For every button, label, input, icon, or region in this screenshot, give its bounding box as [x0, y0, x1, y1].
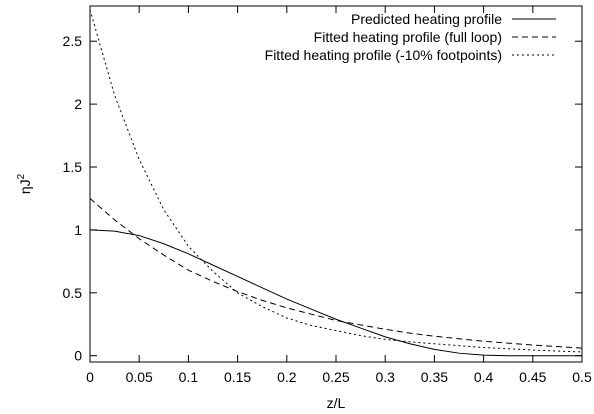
- legend-label: Fitted heating profile (full loop): [314, 29, 502, 45]
- tick-layer: 0 0.05 0.1 0.15 0.2 0.25 0.3 0.35 0.4 0.45 0.5 0 0.5…: [63, 6, 592, 385]
- x-tick-label: 0.35: [421, 369, 448, 385]
- legend-label: Fitted heating profile (-10% footpoints): [265, 47, 502, 63]
- x-tick-label: 0.4: [474, 369, 494, 385]
- x-tick-label: 0.05: [126, 369, 153, 385]
- plot-frame: [89, 5, 583, 363]
- x-tick-label: 0.25: [322, 369, 349, 385]
- y-axis-title: ηJ2: [16, 173, 33, 194]
- x-tick-label: 0.1: [179, 369, 199, 385]
- series-line-dotted: [89, 9, 583, 353]
- x-tick-label: 0.2: [277, 369, 297, 385]
- y-tick-label: 1.5: [63, 159, 83, 175]
- y-tick-label: 0: [74, 348, 82, 364]
- x-tick-label: 0.5: [572, 369, 592, 385]
- legend-label: Predicted heating profile: [351, 11, 502, 27]
- series-line-solid: [89, 229, 582, 357]
- x-tick-label: 0.45: [519, 369, 546, 385]
- y-tick-label: 2: [74, 96, 82, 112]
- y-tick-label: 0.5: [63, 285, 83, 301]
- legend: Predicted heating profile Fitted heating …: [265, 11, 556, 63]
- x-tick-label: 0.15: [224, 369, 251, 385]
- y-axis-title-superscript: 2: [16, 173, 27, 179]
- x-tick-label: 0: [86, 369, 94, 385]
- series-line-dashed: [89, 198, 583, 349]
- y-tick-label: 2.5: [63, 33, 83, 49]
- y-axis-title-base: ηJ: [17, 179, 33, 194]
- y-tick-label: 1: [74, 222, 82, 238]
- x-axis-title: z/L: [327, 395, 346, 411]
- x-tick-label: 0.3: [375, 369, 395, 385]
- series-layer: [89, 9, 583, 357]
